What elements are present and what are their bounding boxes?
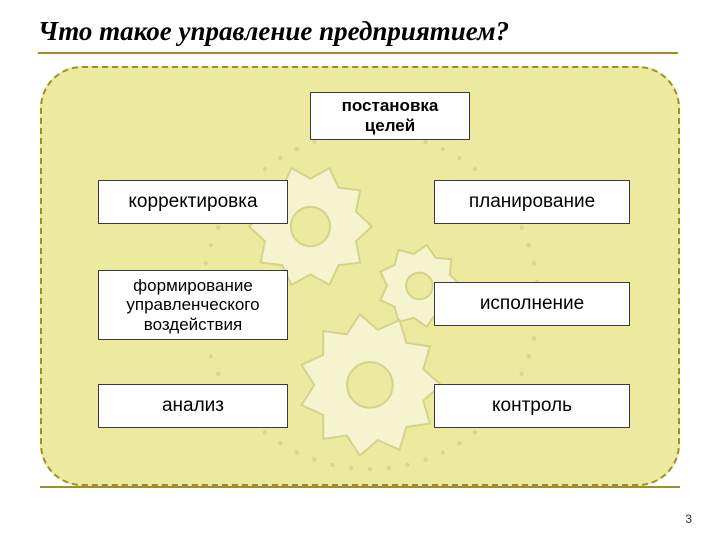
box-control: контроль — [434, 384, 630, 428]
box-formation: формированиеуправленческоговоздействия — [98, 270, 288, 340]
slide: Что такое управление предприятием? поста… — [0, 0, 720, 540]
page-number: 3 — [685, 512, 692, 526]
page-title: Что такое управление предприятием? — [38, 16, 509, 47]
box-plan: планирование — [434, 180, 630, 224]
card-underline — [40, 486, 680, 488]
box-exec: исполнение — [434, 282, 630, 326]
diagram-card: постановкацелей корректировка планирование… — [40, 66, 680, 486]
box-goals: постановкацелей — [310, 92, 470, 140]
box-correct: корректировка — [98, 180, 288, 224]
box-analysis: анализ — [98, 384, 288, 428]
title-underline — [38, 52, 678, 54]
